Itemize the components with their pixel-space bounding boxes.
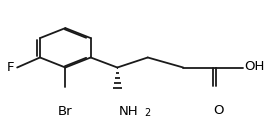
Text: O: O (213, 104, 224, 117)
Text: OH: OH (244, 60, 264, 73)
Text: 2: 2 (144, 108, 150, 118)
Text: F: F (7, 61, 15, 74)
Text: Br: Br (58, 105, 73, 118)
Text: NH: NH (119, 105, 139, 118)
